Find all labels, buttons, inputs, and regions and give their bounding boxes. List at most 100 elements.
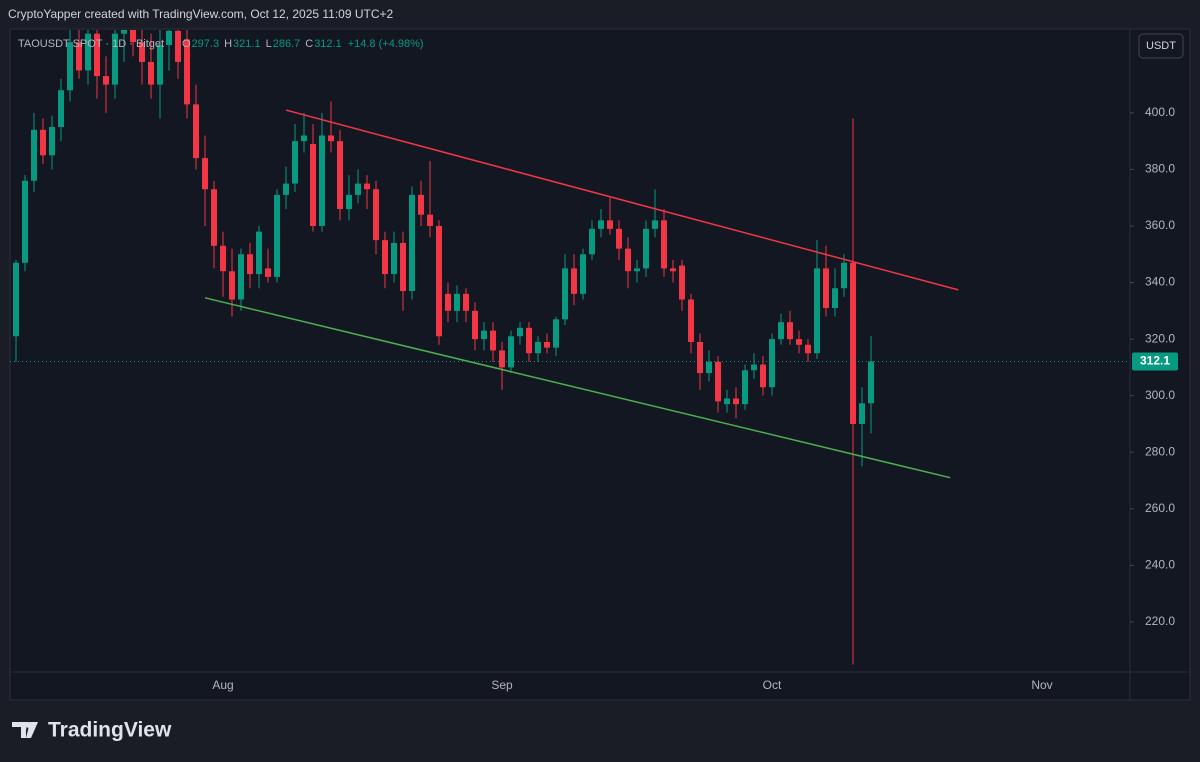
candle-body [13,262,19,337]
candle-body [868,361,874,404]
y-tick-label: 400.0 [1145,105,1175,119]
ohlc-key: H [224,38,232,50]
y-tick-label: 380.0 [1145,162,1175,176]
candle-body [310,143,316,226]
candle-body [598,220,604,229]
candle-body [472,310,478,340]
candle-body [103,76,109,85]
brand-name: TradingView [48,719,172,742]
candle-body [238,254,244,300]
candle-body [607,220,613,229]
candle-body [418,194,424,215]
currency-label[interactable]: USDT [1146,40,1176,52]
candle-body [697,341,703,374]
candle-body [274,194,280,277]
candle-body [481,330,487,340]
candle-body [634,268,640,272]
ohlc-key: C [305,38,313,50]
ohlc-value: 297.3 [192,38,220,50]
y-tick-label: 260.0 [1145,501,1175,515]
x-tick-label: Sep [491,678,513,692]
x-tick-label: Nov [1031,678,1052,692]
candle-body [148,61,154,85]
candle-body [454,293,460,311]
candle-body [130,30,136,43]
candle-body [562,268,568,320]
y-tick-label: 220.0 [1145,614,1175,628]
currency-button[interactable] [1138,33,1184,59]
candle-body [679,265,685,300]
candle-body [859,403,865,424]
candle-body [175,30,181,62]
candle-body [157,44,163,85]
candle-body [355,183,361,195]
candle-body [211,189,217,246]
ohlc-key: O [182,38,191,50]
candle-body [184,39,190,105]
candle-body [382,240,388,275]
candle-body [508,336,514,368]
trendline [285,109,959,291]
candle-body [805,344,811,354]
candle-body [436,225,442,337]
candle-body [688,299,694,342]
candle-body [220,245,226,272]
candle-body [769,339,775,388]
candle-body [76,42,82,71]
candle-body [787,322,793,340]
candle-body [409,194,415,292]
y-tick-label: 320.0 [1145,331,1175,345]
candle-body [706,361,712,374]
candle-body [850,262,856,424]
candle-body [589,228,595,255]
plot [10,30,1130,665]
last-price-tag [1132,352,1178,371]
y-tick-label: 280.0 [1145,444,1175,458]
candle-body [445,293,451,311]
legend: TAOUSDT SPOT · 1D · Bitget O 297.3 H 321.1 L… [18,38,424,50]
candle-body [670,268,676,272]
candle-body [112,33,118,85]
candle-body [40,129,46,156]
candle-body [22,180,28,263]
candle-body [499,350,505,368]
candle-body [31,129,37,181]
change: +14.8 (+4.98%) [348,38,424,50]
y-tick-label: 300.0 [1145,388,1175,402]
candle-body [553,319,559,348]
ohlc-key: L [266,38,272,50]
candle-body [229,271,235,300]
candle-body [517,327,523,337]
candle-body [661,220,667,269]
candle-body [328,135,334,142]
y-tick-label: 240.0 [1145,558,1175,572]
candle-body [625,248,631,272]
candle-body [526,327,532,354]
candle-body [490,330,496,351]
candle-body [202,158,208,190]
candle-body [580,254,586,294]
candle-body [841,262,847,289]
candle-body [715,361,721,402]
chart-frame [9,28,1191,701]
ohlc-value: 321.1 [233,38,261,50]
candle-body [544,341,550,348]
candle-body [832,288,838,309]
candle-body [400,242,406,292]
candle-body [643,228,649,269]
candle-body [571,268,577,294]
candle-body [301,135,307,142]
candle-body [256,231,262,275]
candle-body [193,104,199,159]
candle-body [778,322,784,340]
brand-logo-dot [26,722,32,728]
candle-body [49,127,55,156]
candle-body [742,370,748,405]
trendline [204,297,951,479]
candle-body [535,341,541,354]
watermark: CryptoYapper created with TradingView.co… [8,7,394,21]
candle-body [337,141,343,210]
candle-body [58,90,64,128]
x-tick-label: Oct [763,678,782,692]
